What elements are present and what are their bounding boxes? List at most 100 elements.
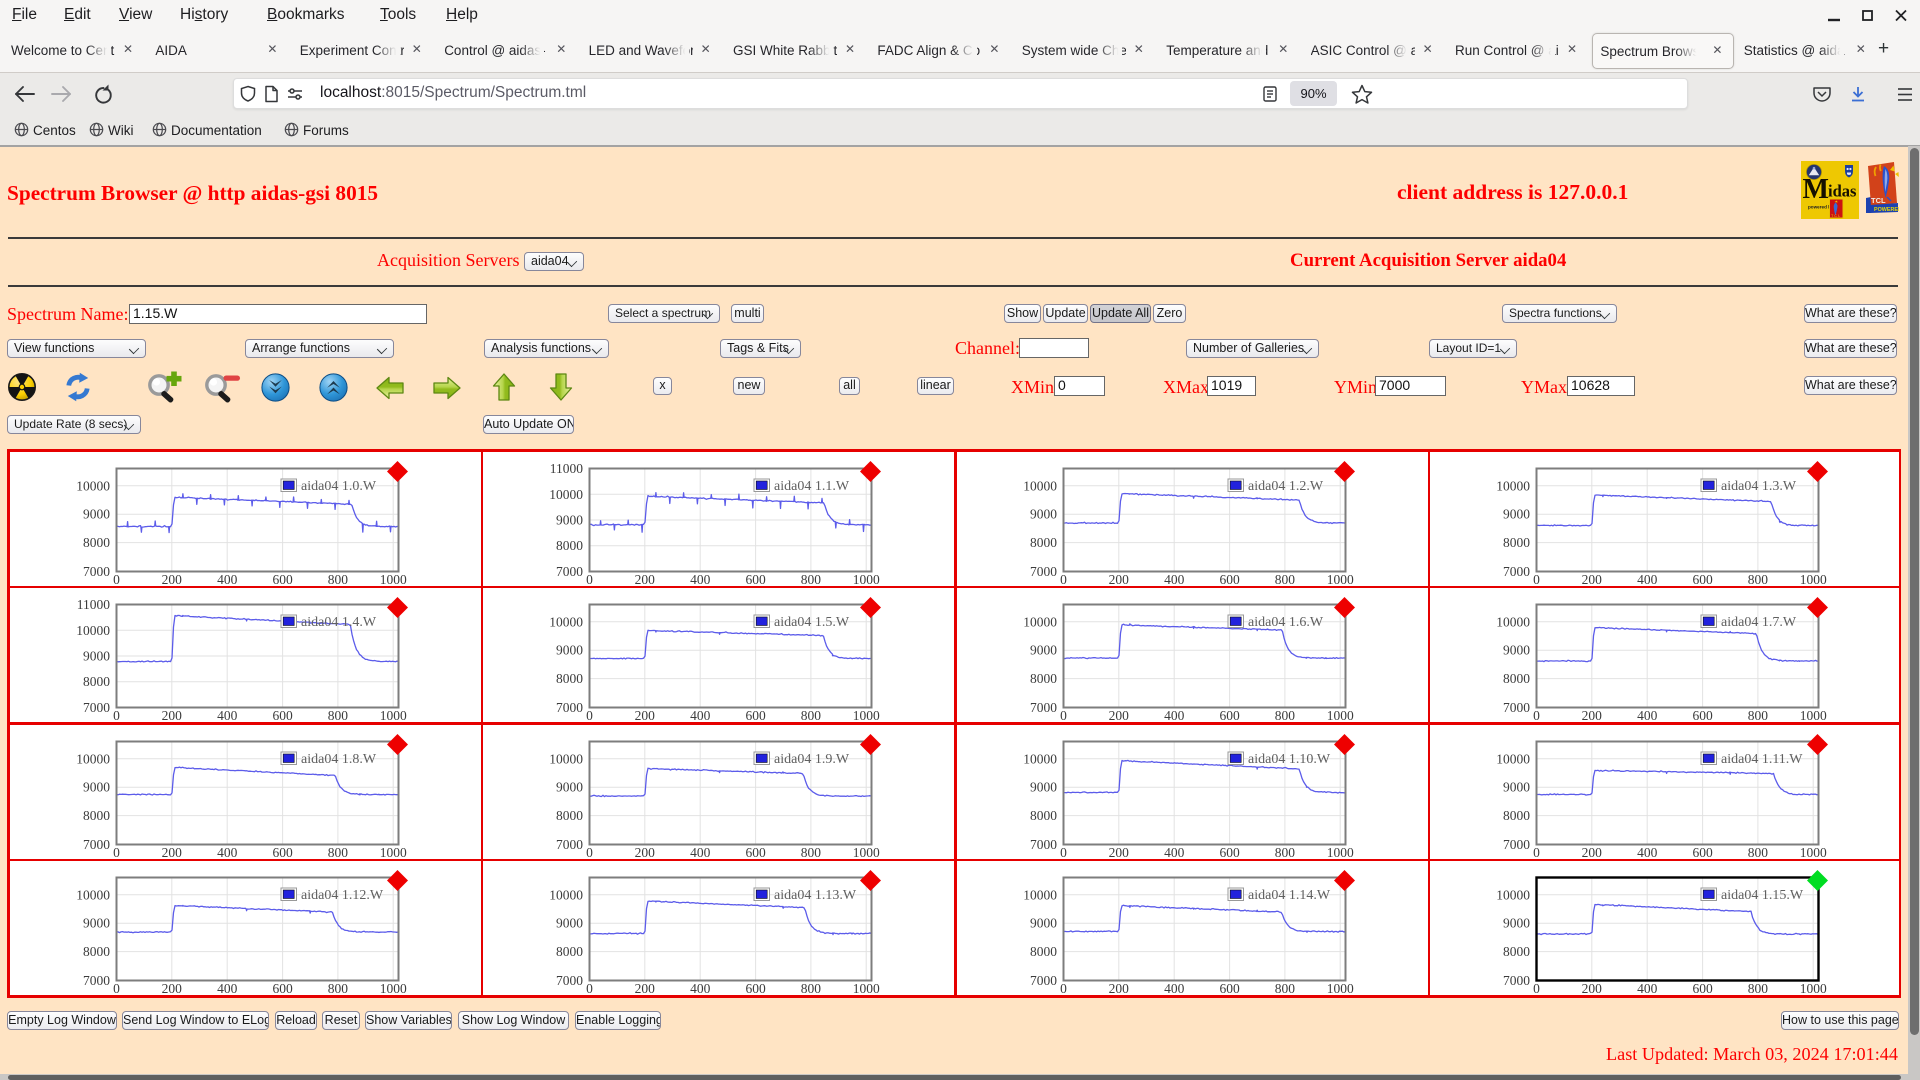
svg-text:800: 800: [801, 708, 822, 722]
svg-text:800: 800: [1748, 572, 1769, 586]
svg-text:9000: 9000: [556, 643, 583, 658]
svg-text:0: 0: [1060, 708, 1067, 722]
svg-text:600: 600: [272, 708, 293, 722]
svg-text:0: 0: [1060, 981, 1067, 995]
svg-text:7000: 7000: [556, 837, 583, 852]
svg-text:200: 200: [1108, 708, 1129, 722]
svg-text:8000: 8000: [1030, 535, 1057, 550]
svg-text:600: 600: [1692, 572, 1713, 586]
svg-text:10000: 10000: [1023, 478, 1057, 493]
svg-text:POWERED: POWERED: [1874, 207, 1899, 213]
svg-text:7000: 7000: [83, 564, 110, 579]
svg-text:9000: 9000: [556, 916, 583, 931]
svg-text:9000: 9000: [83, 649, 110, 664]
svg-text:0: 0: [586, 708, 593, 722]
svg-text:400: 400: [1637, 845, 1658, 859]
svg-text:800: 800: [1748, 845, 1769, 859]
svg-text:aida04 1.14.W: aida04 1.14.W: [1248, 888, 1331, 903]
svg-text:7000: 7000: [1503, 973, 1530, 988]
svg-text:10000: 10000: [1496, 751, 1530, 766]
svg-text:1000: 1000: [1326, 572, 1353, 586]
svg-text:T C L: T C L: [1831, 214, 1840, 218]
svg-text:aida04 1.13.W: aida04 1.13.W: [774, 888, 857, 903]
svg-text:200: 200: [635, 708, 656, 722]
svg-text:aida04 1.15.W: aida04 1.15.W: [1721, 888, 1804, 903]
svg-text:600: 600: [1219, 708, 1240, 722]
svg-text:200: 200: [161, 572, 182, 586]
svg-text:9000: 9000: [1503, 506, 1530, 521]
svg-text:800: 800: [1274, 845, 1295, 859]
svg-text:800: 800: [1748, 981, 1769, 995]
svg-text:10000: 10000: [76, 623, 110, 638]
svg-text:8000: 8000: [556, 808, 583, 823]
svg-text:7000: 7000: [83, 700, 110, 715]
svg-text:7000: 7000: [1503, 564, 1530, 579]
svg-text:10000: 10000: [549, 751, 583, 766]
svg-text:200: 200: [161, 981, 182, 995]
svg-text:400: 400: [1637, 572, 1658, 586]
svg-text:1000: 1000: [853, 845, 880, 859]
svg-text:idas: idas: [1828, 182, 1857, 201]
svg-text:800: 800: [1274, 572, 1295, 586]
svg-text:10000: 10000: [1496, 478, 1530, 493]
svg-text:1000: 1000: [1800, 572, 1827, 586]
svg-text:9000: 9000: [83, 506, 110, 521]
svg-text:200: 200: [1582, 572, 1603, 586]
svg-text:1000: 1000: [1800, 845, 1827, 859]
svg-text:0: 0: [1533, 845, 1540, 859]
svg-text:10000: 10000: [76, 751, 110, 766]
svg-text:1000: 1000: [1326, 708, 1353, 722]
svg-text:200: 200: [1108, 572, 1129, 586]
svg-text:11000: 11000: [550, 461, 583, 476]
svg-text:10000: 10000: [549, 614, 583, 629]
svg-text:1000: 1000: [379, 981, 406, 995]
svg-text:1000: 1000: [379, 572, 406, 586]
svg-text:aida04 1.11.W: aida04 1.11.W: [1721, 752, 1803, 767]
svg-text:TCL: TCL: [1871, 196, 1886, 205]
svg-text:7000: 7000: [83, 973, 110, 988]
svg-text:600: 600: [1692, 708, 1713, 722]
svg-text:aida04 1.10.W: aida04 1.10.W: [1248, 752, 1331, 767]
svg-text:8000: 8000: [1503, 808, 1530, 823]
svg-text:9000: 9000: [1503, 643, 1530, 658]
svg-text:0: 0: [1533, 708, 1540, 722]
svg-text:0: 0: [586, 572, 593, 586]
svg-text:aida04 1.12.W: aida04 1.12.W: [301, 888, 384, 903]
svg-text:10000: 10000: [549, 486, 583, 501]
svg-text:8000: 8000: [1503, 944, 1530, 959]
svg-text:800: 800: [1274, 708, 1295, 722]
svg-text:800: 800: [801, 845, 822, 859]
svg-text:800: 800: [327, 981, 348, 995]
svg-text:7000: 7000: [1030, 973, 1057, 988]
svg-text:600: 600: [1219, 981, 1240, 995]
svg-text:200: 200: [161, 845, 182, 859]
svg-text:0: 0: [113, 845, 120, 859]
svg-text:800: 800: [327, 708, 348, 722]
svg-text:200: 200: [161, 708, 182, 722]
svg-text:400: 400: [690, 708, 711, 722]
svg-text:400: 400: [1637, 981, 1658, 995]
svg-text:9000: 9000: [1030, 779, 1057, 794]
svg-text:600: 600: [272, 981, 293, 995]
svg-text:8000: 8000: [1503, 671, 1530, 686]
svg-text:400: 400: [217, 981, 238, 995]
svg-text:aida04 1.7.W: aida04 1.7.W: [1721, 615, 1797, 630]
svg-text:1000: 1000: [1326, 981, 1353, 995]
svg-text:aida04 1.4.W: aida04 1.4.W: [301, 615, 377, 630]
svg-text:aida04 1.1.W: aida04 1.1.W: [774, 479, 850, 494]
svg-text:M: M: [1803, 174, 1829, 205]
svg-text:200: 200: [1108, 981, 1129, 995]
svg-text:8000: 8000: [556, 538, 583, 553]
svg-text:9000: 9000: [1030, 506, 1057, 521]
svg-text:400: 400: [690, 981, 711, 995]
svg-text:800: 800: [801, 981, 822, 995]
svg-text:9000: 9000: [1030, 916, 1057, 931]
svg-text:600: 600: [272, 572, 293, 586]
svg-text:8000: 8000: [83, 674, 110, 689]
svg-text:400: 400: [1164, 572, 1185, 586]
svg-text:8000: 8000: [83, 944, 110, 959]
svg-text:8000: 8000: [83, 535, 110, 550]
svg-text:0: 0: [586, 845, 593, 859]
svg-text:400: 400: [217, 845, 238, 859]
svg-text:aida04 1.6.W: aida04 1.6.W: [1248, 615, 1324, 630]
